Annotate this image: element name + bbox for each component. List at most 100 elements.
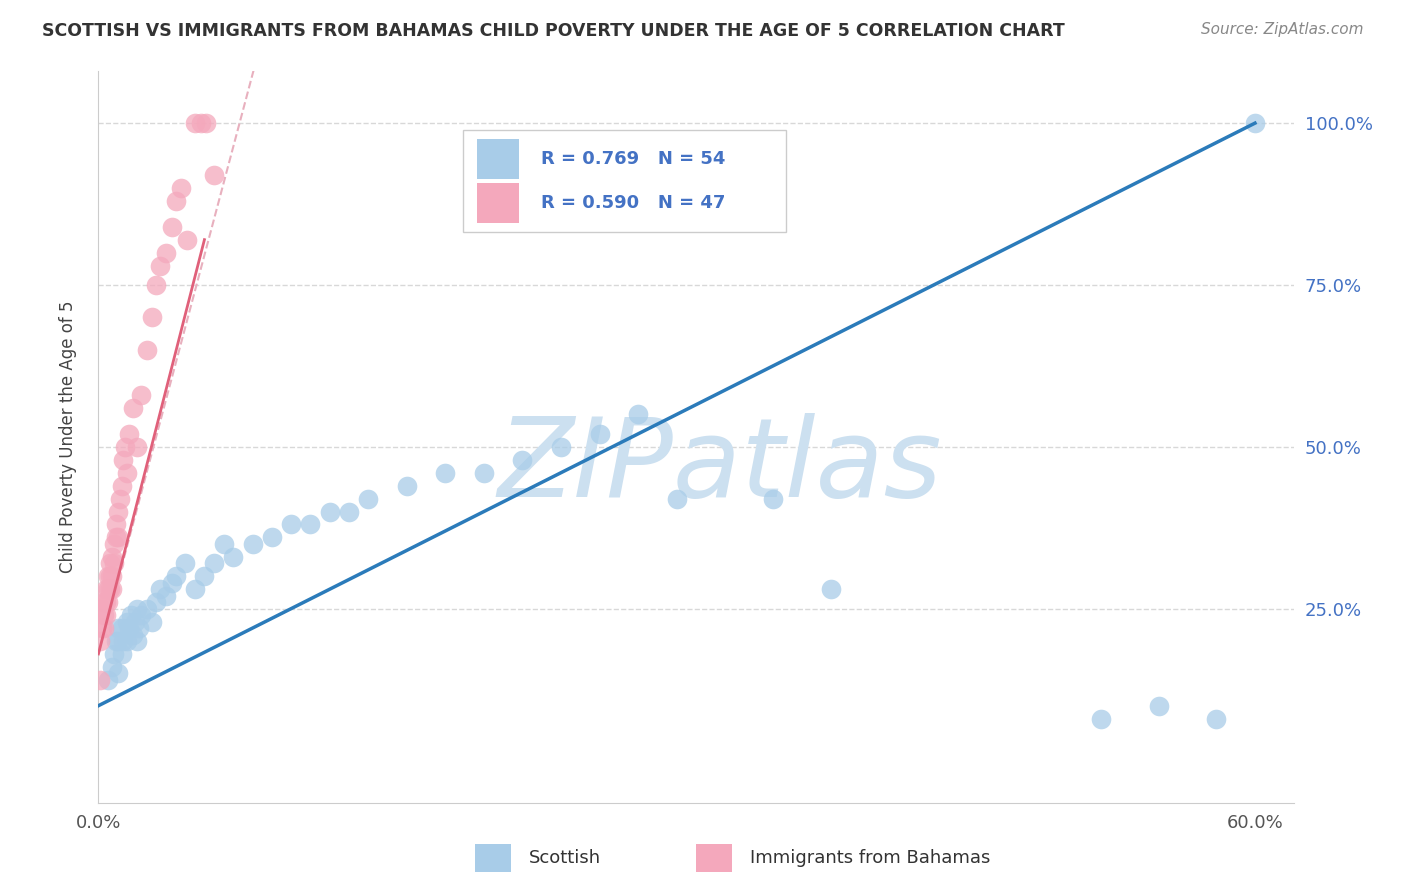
Point: [103, 647, 125, 661]
Point: [1244, 116, 1267, 130]
Text: Source: ZipAtlas.com: Source: ZipAtlas.com: [1201, 22, 1364, 37]
Point: [94, 608, 117, 623]
Point: [97, 673, 120, 687]
Point: [202, 168, 225, 182]
Point: [124, 615, 146, 629]
Point: [104, 517, 127, 532]
Point: [125, 634, 148, 648]
Point: [472, 466, 495, 480]
Point: [512, 452, 534, 467]
Point: [112, 452, 135, 467]
Point: [149, 582, 172, 597]
Point: [98, 557, 121, 571]
Point: [110, 647, 132, 661]
Point: [1147, 698, 1170, 713]
Point: [141, 615, 163, 629]
Point: [665, 491, 688, 506]
Text: ZIPatlas: ZIPatlas: [498, 413, 942, 520]
Text: Scottish: Scottish: [529, 848, 600, 867]
FancyBboxPatch shape: [477, 183, 519, 223]
Point: [93, 595, 115, 609]
Point: [202, 557, 225, 571]
Point: [114, 440, 136, 454]
Point: [103, 557, 125, 571]
Point: [160, 575, 183, 590]
Text: R = 0.590   N = 47: R = 0.590 N = 47: [541, 194, 725, 212]
Point: [122, 627, 145, 641]
Point: [94, 582, 117, 597]
Point: [135, 343, 157, 357]
Point: [107, 504, 129, 518]
Point: [107, 634, 129, 648]
Point: [184, 116, 207, 130]
Point: [93, 621, 115, 635]
Point: [242, 537, 264, 551]
Point: [89, 634, 111, 648]
Point: [337, 504, 360, 518]
Point: [97, 595, 120, 609]
Point: [128, 621, 150, 635]
Point: [104, 530, 127, 544]
Point: [101, 569, 124, 583]
Point: [94, 595, 117, 609]
Point: [93, 608, 115, 623]
Point: [107, 530, 129, 544]
Text: Immigrants from Bahamas: Immigrants from Bahamas: [749, 848, 990, 867]
Point: [176, 233, 198, 247]
Point: [118, 621, 141, 635]
Point: [222, 549, 245, 564]
Point: [103, 537, 125, 551]
Point: [112, 634, 135, 648]
Point: [1090, 712, 1112, 726]
Point: [170, 181, 193, 195]
Point: [117, 615, 139, 629]
Point: [434, 466, 457, 480]
Point: [193, 569, 215, 583]
Point: [155, 245, 177, 260]
Point: [110, 478, 132, 492]
Point: [91, 601, 114, 615]
Point: [120, 608, 142, 623]
Point: [820, 582, 842, 597]
Point: [117, 466, 139, 480]
Point: [184, 582, 207, 597]
Y-axis label: Child Poverty Under the Age of 5: Child Poverty Under the Age of 5: [59, 301, 77, 574]
Point: [125, 601, 148, 615]
Point: [160, 219, 183, 234]
Point: [110, 621, 132, 635]
Point: [588, 426, 610, 441]
Point: [108, 491, 131, 506]
Point: [91, 621, 114, 635]
Point: [155, 589, 177, 603]
Point: [357, 491, 380, 506]
Point: [280, 517, 302, 532]
Point: [1205, 712, 1227, 726]
Point: [129, 388, 152, 402]
Point: [101, 549, 124, 564]
Point: [141, 310, 163, 325]
Point: [97, 569, 120, 583]
Point: [550, 440, 572, 454]
Point: [98, 582, 121, 597]
Point: [89, 673, 111, 687]
Point: [319, 504, 342, 518]
FancyBboxPatch shape: [475, 845, 510, 872]
Point: [195, 116, 218, 130]
Point: [165, 194, 187, 208]
Point: [145, 277, 167, 292]
Point: [101, 582, 124, 597]
Point: [98, 569, 121, 583]
Point: [117, 634, 139, 648]
Point: [165, 569, 187, 583]
Point: [627, 408, 650, 422]
Point: [104, 634, 127, 648]
FancyBboxPatch shape: [463, 130, 786, 232]
Point: [135, 601, 157, 615]
Point: [260, 530, 283, 544]
Point: [145, 595, 167, 609]
Point: [125, 440, 148, 454]
Point: [212, 537, 235, 551]
Point: [107, 666, 129, 681]
Point: [762, 491, 785, 506]
Point: [122, 401, 145, 415]
